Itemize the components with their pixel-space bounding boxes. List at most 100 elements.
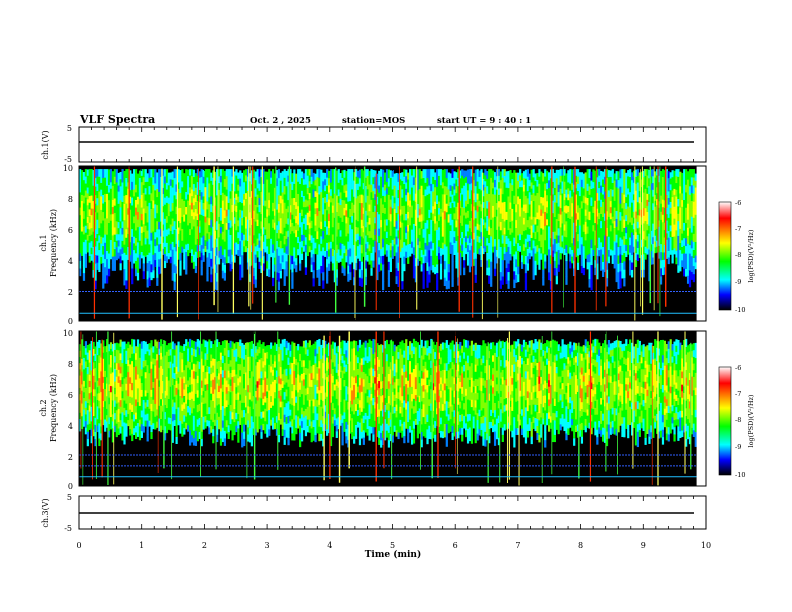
spectrogram-cell [324, 208, 327, 216]
spectrogram-cell [337, 209, 340, 217]
spectrogram-cell [272, 210, 275, 220]
spectrogram-cell [142, 200, 145, 209]
spectrogram-cell [134, 199, 138, 208]
spectrogram-cell [127, 207, 130, 215]
spectrogram-cell [526, 255, 529, 264]
spectrogram-cell [324, 184, 327, 192]
spectrogram-cell [109, 213, 113, 221]
spectrogram-cell [629, 237, 632, 246]
spectrogram-cell [136, 408, 140, 417]
spectrogram-cell [264, 171, 267, 178]
spectrogram-cell [102, 211, 105, 221]
spectrogram-cell [117, 428, 120, 436]
spectrogram-cell [659, 170, 663, 180]
spectrogram-cell [615, 194, 618, 204]
spectrogram-cell [403, 219, 406, 228]
spectrogram-cell [403, 176, 406, 185]
spectrogram-cell [658, 245, 661, 253]
spectrogram-cell [208, 217, 211, 226]
spectrogram-cell [449, 196, 452, 203]
spectrogram-cell [493, 253, 497, 262]
spectrogram-cell [283, 185, 286, 195]
spectrogram-cell [497, 251, 501, 259]
spectrogram-cell [142, 262, 145, 272]
spectrogram-cell [407, 237, 410, 245]
spectrogram-cell [90, 421, 93, 429]
spectrogram-cell [580, 193, 584, 202]
spectrogram-cell [146, 246, 149, 255]
spectrogram-cell [208, 259, 211, 267]
spectrogram-cell [544, 232, 547, 241]
spectrogram-cell [663, 259, 667, 268]
spectrogram-cell [133, 222, 136, 230]
spectrogram-cell [237, 243, 240, 251]
spectrogram-cell [364, 276, 367, 286]
spectrogram-cell [681, 226, 684, 234]
spectrogram-cell [268, 192, 271, 201]
spectrogram-cell [204, 227, 207, 235]
spectrogram-cell [692, 257, 695, 267]
spectrogram-cell [206, 217, 209, 226]
spectrogram-cell [675, 175, 678, 184]
spectrogram-cell [246, 226, 250, 234]
spectrogram-cell [588, 278, 591, 288]
spectrogram-cell [675, 216, 678, 224]
spectrogram-cell [299, 205, 302, 213]
spectrogram-cell [468, 264, 472, 273]
spectrogram-cell [520, 214, 524, 222]
spectrogram-cell [306, 187, 309, 195]
spectrogram-cell [187, 249, 190, 257]
spectrogram-cell [465, 235, 468, 243]
spectrogram-cell [669, 178, 672, 185]
spectrogram-cell [287, 211, 290, 219]
spectrogram-cell [320, 258, 323, 266]
spectrogram-cell [190, 202, 194, 210]
spectrogram-cell [422, 203, 425, 213]
spectrogram-cell [167, 246, 171, 254]
spectrogram-cell [299, 190, 302, 199]
spectrogram-cell [557, 177, 560, 185]
spectrogram-cell [308, 239, 311, 247]
spectrogram-cell [279, 202, 282, 211]
spectrogram-cell [549, 212, 553, 222]
spectrogram-cell [681, 186, 684, 194]
spectrogram-cell [665, 239, 668, 247]
spectrogram-cell [121, 221, 124, 228]
spectrogram-cell [492, 176, 495, 183]
spectrogram-cell [372, 176, 375, 185]
spectrogram-cell [204, 169, 207, 176]
spectrogram-cell [389, 242, 392, 251]
spectrogram-cell [370, 191, 373, 200]
spectrogram-cell [372, 204, 375, 213]
spectrogram-cell [575, 250, 578, 258]
spectrogram-cell [414, 257, 418, 267]
spectrogram-cell [569, 190, 572, 198]
spectrogram-cell [474, 169, 477, 179]
spectrogram-cell [686, 203, 690, 212]
spectrogram-cell [312, 213, 315, 222]
spectrogram-cell [86, 424, 89, 432]
spectrogram-cell [656, 198, 659, 206]
spectrogram-cell [304, 244, 308, 253]
spectrogram-cell [125, 220, 128, 230]
spectrogram-cell [82, 179, 86, 188]
spectrogram-cell [161, 175, 165, 182]
spectrogram-cell [272, 177, 275, 187]
spectrogram-cell [331, 255, 335, 264]
spectrogram-cell [121, 227, 124, 235]
spectrogram-cell [629, 169, 632, 178]
spectrogram-cell [181, 222, 184, 229]
spectrogram-cell [509, 195, 512, 203]
spectrogram-cell [532, 271, 535, 280]
spectrogram-cell [80, 249, 84, 256]
spectrogram-cell [177, 214, 180, 222]
spectrogram-cell [79, 230, 82, 239]
spectrogram-cell [341, 170, 344, 179]
spectrogram-cell [434, 186, 437, 195]
spectrogram-cell [370, 237, 373, 246]
spectrogram-cell [96, 183, 99, 192]
spectrogram-cell [200, 244, 203, 253]
spectrogram-cell [528, 240, 531, 248]
spectrogram-cell [196, 206, 199, 214]
spectrogram-cell [368, 170, 371, 178]
